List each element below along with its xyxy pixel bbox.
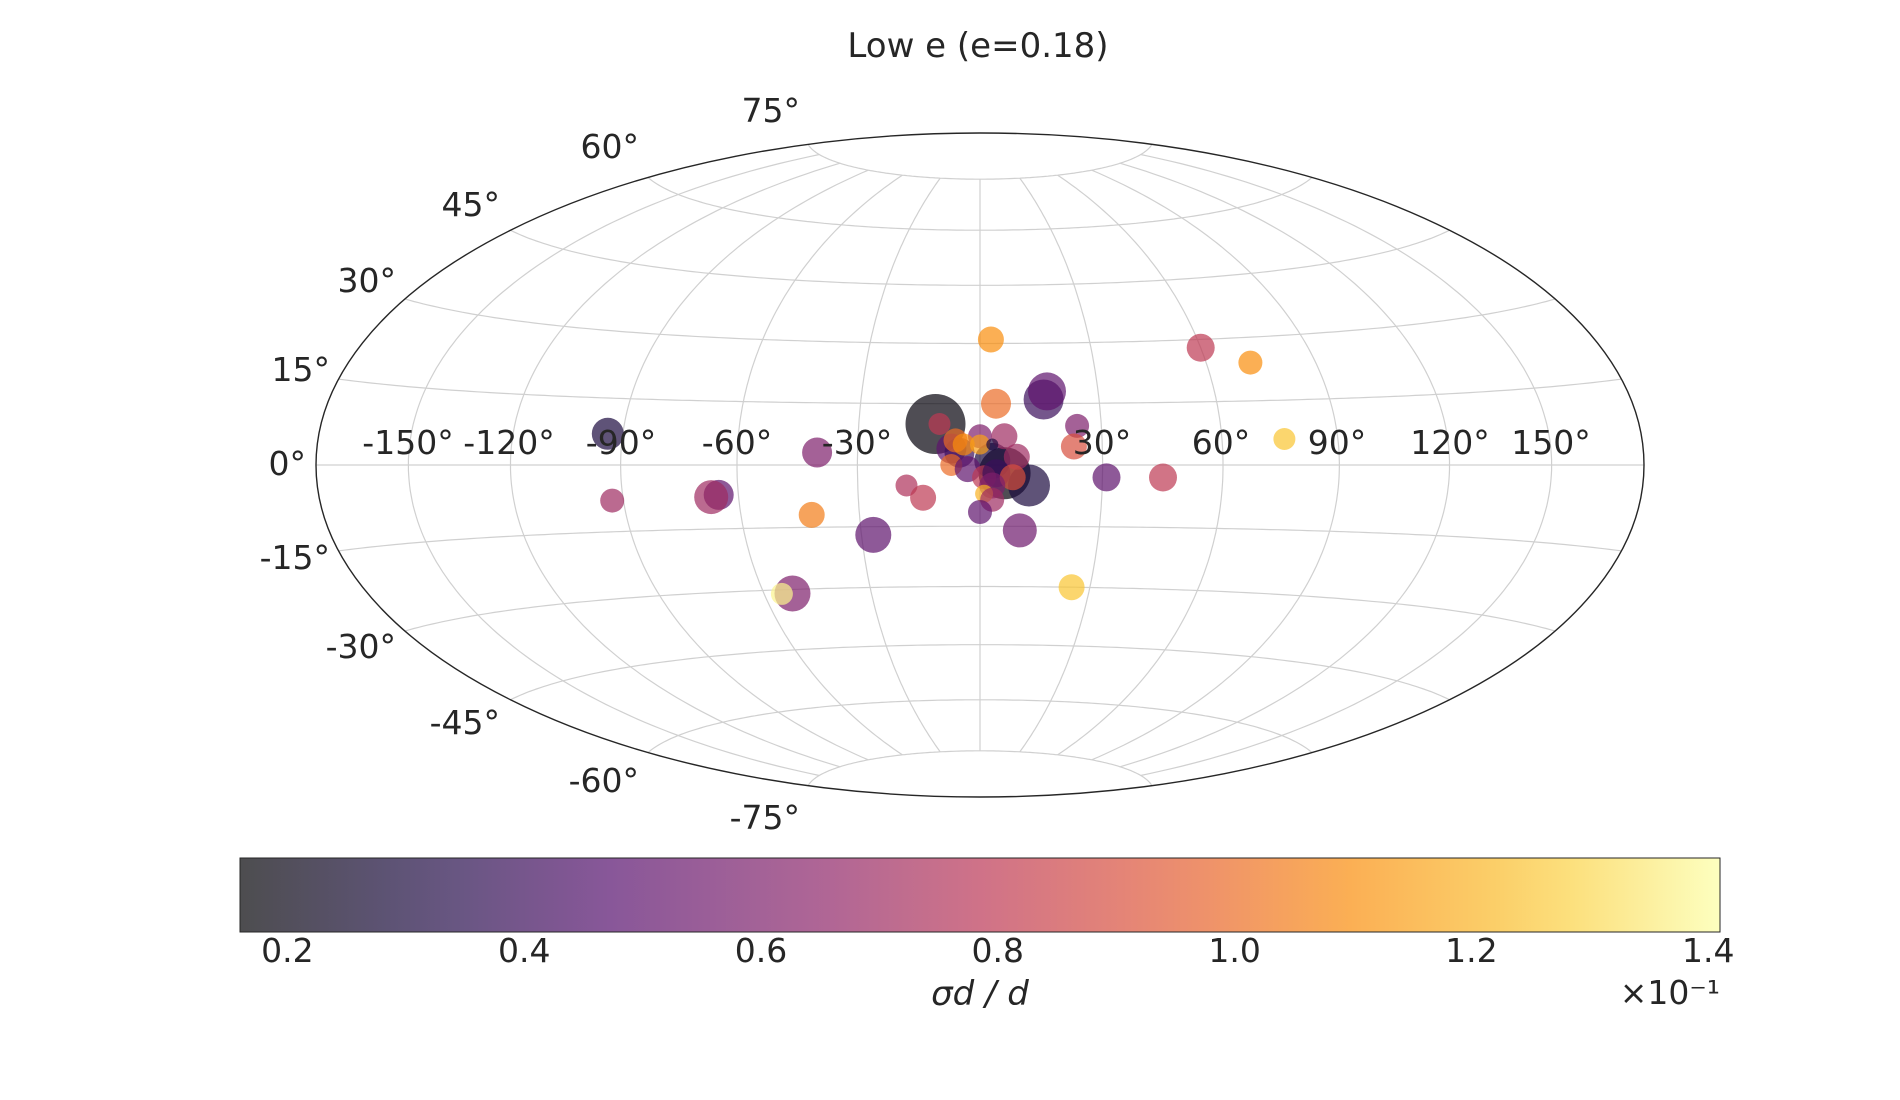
lon-tick-label: -120° bbox=[463, 423, 554, 462]
parallel-line bbox=[338, 525, 1622, 552]
lon-tick-label: -30° bbox=[822, 423, 892, 462]
colorbar bbox=[239, 857, 1721, 933]
lon-tick-label: 30° bbox=[1073, 423, 1132, 462]
lon-tick-label: -60° bbox=[702, 423, 772, 462]
colorbar-ticks: 0.2 0.4 0.6 0.8 1.0 1.2 1.4 bbox=[261, 931, 1734, 970]
scatter-point bbox=[1028, 372, 1066, 411]
scatter-point bbox=[910, 484, 937, 511]
lat-tick-label: -15° bbox=[260, 538, 330, 577]
lat-tick-label: -60° bbox=[569, 761, 639, 800]
parallel-line bbox=[807, 143, 1153, 180]
parallel-line bbox=[807, 750, 1153, 787]
scatter-point bbox=[1058, 574, 1085, 601]
scatter-point bbox=[1060, 433, 1087, 460]
colorbar-tick-label: 0.8 bbox=[972, 931, 1024, 970]
scatter-point bbox=[694, 480, 729, 515]
scatter-point bbox=[986, 438, 999, 451]
lat-tick-label: 45° bbox=[442, 185, 501, 224]
scatter-point bbox=[1002, 513, 1037, 548]
scatter-point bbox=[928, 413, 951, 435]
scatter-points bbox=[591, 326, 1296, 612]
colorbar-tick-label: 1.0 bbox=[1208, 931, 1260, 970]
scatter-point bbox=[802, 437, 833, 468]
parallel-line bbox=[404, 585, 1556, 632]
lat-tick-label: 15° bbox=[272, 350, 331, 389]
scatter-point bbox=[999, 464, 1026, 491]
map-boundary bbox=[315, 132, 1645, 798]
lon-tick-label: 90° bbox=[1308, 423, 1367, 462]
lon-tick-label: -150° bbox=[362, 423, 453, 462]
lat-tick-label: -75° bbox=[730, 798, 800, 837]
lon-tick-label: 120° bbox=[1410, 423, 1490, 462]
lat-tick-label: -45° bbox=[430, 703, 500, 742]
scatter-point bbox=[1065, 413, 1090, 438]
lat-tick-label: -30° bbox=[326, 627, 396, 666]
scatter-point bbox=[968, 500, 992, 524]
parallel-line bbox=[338, 378, 1622, 405]
lon-tick-label: 150° bbox=[1511, 423, 1591, 462]
lon-tick-label: -90° bbox=[586, 423, 656, 462]
lat-tick-label: 60° bbox=[581, 127, 640, 166]
lat-tick-label: 75° bbox=[742, 91, 801, 130]
colorbar-tick-label: 1.2 bbox=[1445, 931, 1497, 970]
parallel-line bbox=[510, 229, 1450, 286]
colorbar-label: σd / d bbox=[931, 974, 1029, 1014]
colorbar-multiplier: ×10⁻¹ bbox=[1620, 973, 1720, 1012]
scatter-point bbox=[600, 488, 625, 513]
colorbar-tick-label: 0.4 bbox=[498, 931, 550, 970]
scatter-point bbox=[1003, 443, 1030, 470]
scatter-point bbox=[1238, 350, 1263, 375]
scatter-point bbox=[952, 433, 975, 456]
colorbar-tick-label: 0.6 bbox=[735, 931, 787, 970]
scatter-point bbox=[970, 434, 990, 455]
lat-tick-label: 30° bbox=[338, 261, 397, 300]
parallel-line bbox=[510, 644, 1450, 701]
colorbar-tick-label: 0.2 bbox=[261, 931, 313, 970]
lon-tick-label: 60° bbox=[1192, 423, 1251, 462]
scatter-point bbox=[895, 474, 918, 497]
scatter-point bbox=[981, 388, 1011, 419]
scatter-point bbox=[1186, 333, 1215, 362]
scatter-point bbox=[1149, 463, 1177, 492]
scatter-point bbox=[1273, 428, 1296, 450]
chart-title: Low e (e=0.18) bbox=[847, 26, 1108, 66]
scatter-point bbox=[1092, 463, 1121, 492]
lat-tick-label: 0° bbox=[269, 444, 307, 483]
scatter-point bbox=[855, 516, 892, 553]
scatter-point bbox=[770, 582, 793, 605]
parallel-line bbox=[647, 177, 1313, 231]
parallel-line bbox=[647, 699, 1313, 753]
colorbar-tick-label: 1.4 bbox=[1682, 931, 1734, 970]
scatter-point bbox=[798, 501, 825, 528]
scatter-point bbox=[977, 326, 1004, 353]
scatter-point bbox=[591, 417, 624, 450]
